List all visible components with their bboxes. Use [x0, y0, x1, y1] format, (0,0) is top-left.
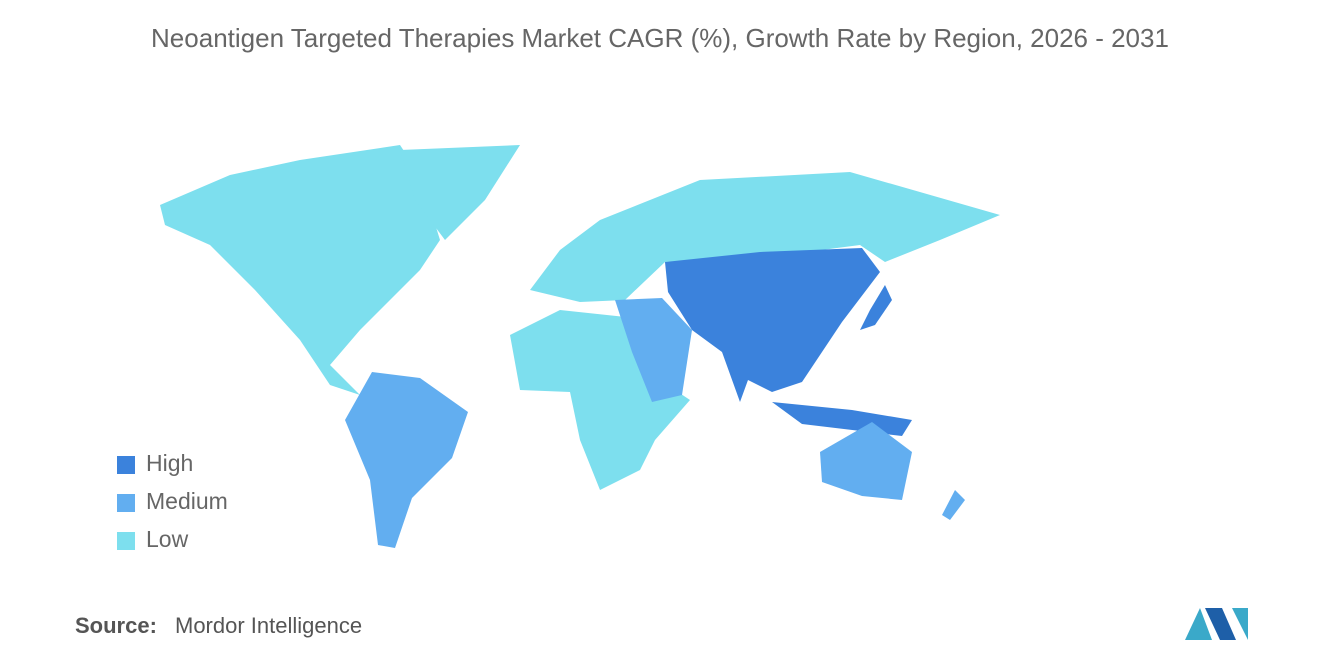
- title: Neoantigen Targeted Therapies Market CAG…: [151, 23, 1169, 53]
- europe-russia: [530, 172, 1000, 302]
- japan: [860, 285, 892, 330]
- legend-label: Low: [146, 526, 189, 552]
- legend: High Medium Low: [117, 450, 228, 552]
- legend-swatch: [117, 456, 135, 474]
- legend-swatch: [117, 532, 135, 550]
- world-map: [160, 145, 1000, 548]
- middle-east: [615, 298, 692, 402]
- legend-swatch: [117, 494, 135, 512]
- north-america: [160, 145, 440, 395]
- southeast-asia: [772, 402, 912, 436]
- south-america: [345, 372, 468, 548]
- australia: [820, 422, 912, 500]
- source-name: Mordor Intelligence: [175, 613, 362, 638]
- legend-label: High: [146, 450, 193, 476]
- logo: [1185, 608, 1248, 640]
- asia: [665, 248, 880, 402]
- legend-label: Medium: [146, 488, 228, 514]
- new-zealand: [942, 490, 965, 520]
- source-label: Source:: [75, 613, 157, 638]
- greenland: [400, 145, 520, 240]
